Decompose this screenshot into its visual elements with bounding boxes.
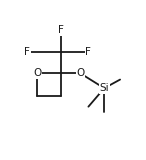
Text: Si: Si xyxy=(99,83,109,93)
Text: F: F xyxy=(85,48,91,57)
Text: O: O xyxy=(33,68,42,78)
Text: F: F xyxy=(24,48,30,57)
Text: O: O xyxy=(76,68,85,78)
Text: F: F xyxy=(58,25,64,35)
